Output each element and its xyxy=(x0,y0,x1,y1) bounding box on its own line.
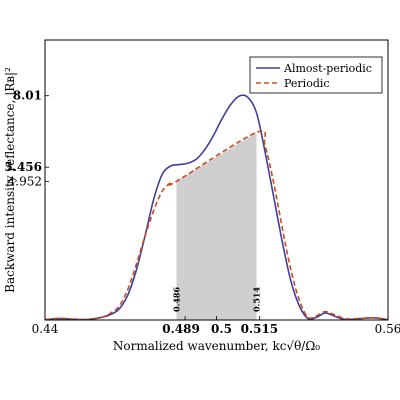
band-right-label: 0.514 xyxy=(252,287,262,312)
ticks-layer xyxy=(44,95,389,320)
series-line-almost-periodic xyxy=(44,94,389,321)
y-tick-label: 5.456 xyxy=(4,160,42,174)
series-line-periodic xyxy=(44,130,389,321)
band-left-label: 0.486 xyxy=(171,287,181,312)
legend: Almost-periodic Periodic xyxy=(249,56,383,94)
legend-label-almost-periodic: Almost-periodic xyxy=(283,62,372,75)
y-tick-label: 4.952 xyxy=(8,174,42,188)
y-tick-label: 8.01 xyxy=(13,89,42,103)
x-tick-label: 0.56 xyxy=(375,322,400,336)
x-axis-title: Normalized wavenumber, kc√θ/Ω₀ xyxy=(113,339,320,353)
shaded-band xyxy=(176,132,257,320)
y-axis-title: Backward intensity reflectance, |Rʙ|² xyxy=(3,67,17,293)
legend-box xyxy=(249,56,383,94)
x-tick-label: 0.489 xyxy=(162,322,200,336)
x-tick-label: 0.5 xyxy=(211,322,232,336)
shaded-band-layer: 0.486 0.514 xyxy=(171,132,262,320)
legend-label-periodic: Periodic xyxy=(284,77,330,90)
x-tick-label: 0.515 xyxy=(241,322,279,336)
series-layer xyxy=(44,94,389,321)
x-tick-label: 0.44 xyxy=(32,322,59,336)
